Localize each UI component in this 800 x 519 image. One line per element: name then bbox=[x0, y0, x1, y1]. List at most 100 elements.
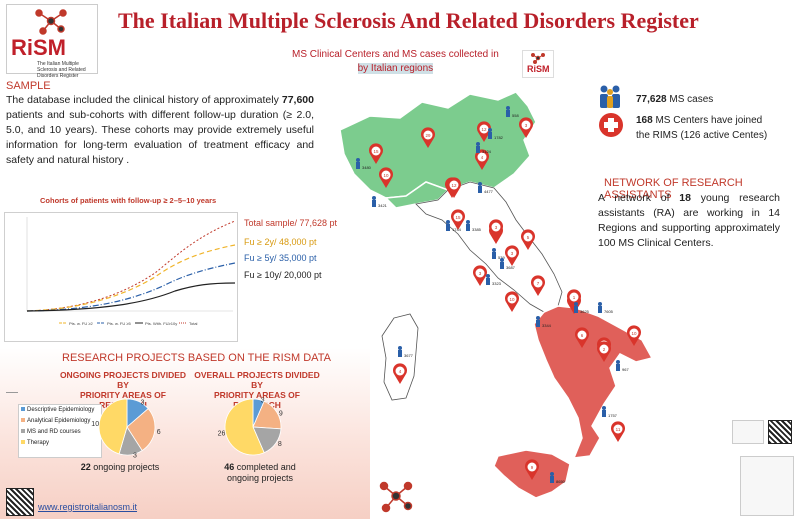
map-logo: RiSM bbox=[522, 50, 554, 78]
person-body bbox=[478, 186, 482, 193]
map-logo-word: RiSM bbox=[527, 64, 550, 74]
case-count-label: 7605 bbox=[604, 309, 614, 314]
website-link[interactable]: www.registroitalianosm.it bbox=[38, 502, 138, 512]
map-pin: 6 bbox=[575, 327, 589, 348]
pin-center bbox=[395, 366, 405, 376]
case-marker: 3323 bbox=[486, 274, 502, 286]
label-total: Total sample/ 77,628 pt bbox=[244, 218, 338, 228]
pie-slice bbox=[224, 398, 265, 456]
pin-center bbox=[453, 212, 463, 222]
case-count-label: 558 bbox=[512, 113, 519, 118]
pin-label: 1 bbox=[573, 295, 576, 300]
case-marker: 3421 bbox=[372, 196, 388, 208]
cases-stat: 77,628 MS cases bbox=[636, 94, 713, 105]
pin-label: 7 bbox=[537, 281, 540, 286]
person-icon bbox=[372, 196, 376, 200]
legend-label-3: MS and RD courses bbox=[27, 429, 81, 435]
case-count-label: 3323 bbox=[492, 281, 502, 286]
map-title-line2: by Italian regions bbox=[357, 63, 434, 74]
pin-center bbox=[381, 170, 391, 180]
case-count-label: 3677 bbox=[404, 353, 414, 358]
person-body bbox=[372, 200, 376, 207]
pin-group: 15291234510121595371012121062119343 bbox=[369, 117, 641, 480]
case-marker: 1757 bbox=[602, 406, 618, 418]
person-icon bbox=[616, 360, 620, 364]
pin-center bbox=[577, 330, 587, 340]
person-body bbox=[356, 162, 360, 169]
pin-center bbox=[629, 328, 639, 338]
map-pin: 12 bbox=[447, 177, 461, 198]
pin-center bbox=[449, 180, 459, 190]
person-body bbox=[466, 224, 470, 231]
pin-center bbox=[477, 152, 487, 162]
university-logo bbox=[732, 420, 764, 444]
pie-chart-overall: 3 9 8 26 bbox=[218, 398, 283, 456]
legend-item: MS and RD courses bbox=[19, 427, 101, 438]
person-icon bbox=[602, 406, 606, 410]
person-icon bbox=[486, 274, 490, 278]
region-south bbox=[533, 305, 654, 459]
legend-label-2: Analytical Epidemiology bbox=[27, 418, 91, 424]
case-count-label: 3124 bbox=[482, 149, 492, 154]
legend-item: Analytical Epidemiology bbox=[19, 416, 101, 427]
centers-label-1: MS Centers have joined bbox=[652, 115, 763, 126]
legend-dot bbox=[21, 407, 25, 411]
case-count-label: 539 bbox=[498, 255, 505, 260]
sample-text: The database included the clinical histo… bbox=[6, 93, 314, 168]
pie-slice bbox=[126, 408, 156, 452]
pie1-caption-text: ongoing projects bbox=[90, 462, 160, 472]
case-count-label: 3385 bbox=[472, 227, 482, 232]
person-body bbox=[550, 476, 554, 483]
case-marker: 3480 bbox=[356, 158, 372, 170]
case-marker: 3677 bbox=[398, 346, 414, 358]
person-body bbox=[486, 278, 490, 285]
pin-label: 9 bbox=[531, 465, 534, 470]
pin-center bbox=[569, 292, 579, 302]
map-pin: 3 bbox=[489, 219, 503, 240]
case-count-label: 3421 bbox=[378, 203, 388, 208]
case-count-label: 4477 bbox=[484, 189, 494, 194]
network-text-1: A network of bbox=[598, 192, 680, 204]
person-icon bbox=[500, 258, 504, 262]
person-body bbox=[602, 410, 606, 417]
qr-code[interactable] bbox=[6, 488, 34, 516]
map-title-line1: MS Clinical Centers and MS cases collect… bbox=[292, 49, 499, 60]
pin-label: 15 bbox=[455, 215, 461, 220]
legend-fu2: Pts. w. FU ≥2 bbox=[69, 321, 94, 326]
pin-center bbox=[613, 424, 623, 434]
series-fu2 bbox=[26, 244, 236, 312]
legend-row: Pts. w. FU ≥2 Pts. w. FU ≥5 Pts. With. F… bbox=[59, 321, 198, 326]
people-icon bbox=[600, 85, 620, 108]
sample-heading: SAMPLE bbox=[6, 80, 51, 92]
case-count-label: 3625 bbox=[580, 309, 590, 314]
pie-slice-label: 3 bbox=[261, 398, 265, 405]
pin-center bbox=[479, 124, 489, 134]
pie2-title-1: OVERALL PROJECTS DIVIDED BY bbox=[194, 370, 320, 390]
person-icon bbox=[356, 158, 360, 162]
pin-label: 10 bbox=[509, 297, 515, 302]
person-body bbox=[616, 364, 620, 371]
case-marker: 1782 bbox=[488, 128, 504, 140]
person-body bbox=[574, 306, 578, 313]
pie-chart-ongoing: 3 6 3 10 bbox=[91, 398, 161, 460]
person-icon bbox=[398, 346, 402, 350]
page-title: The Italian Multiple Sclerosis And Relat… bbox=[118, 8, 699, 33]
person-body bbox=[488, 132, 492, 139]
person-body bbox=[536, 320, 540, 327]
pin-center bbox=[423, 130, 433, 140]
pin-label: 2 bbox=[603, 347, 606, 352]
series-fu5 bbox=[26, 262, 236, 312]
pin-label: 3 bbox=[511, 251, 514, 256]
centers-value: 168 bbox=[636, 115, 653, 126]
pin-label: 3 bbox=[525, 123, 528, 128]
qr-code-2[interactable] bbox=[768, 420, 792, 444]
case-count-label: 1744 bbox=[452, 227, 462, 232]
map-pin: 7 bbox=[531, 275, 545, 296]
map-title: MS Clinical Centers and MS cases collect… bbox=[292, 48, 499, 76]
pin-center bbox=[507, 248, 517, 258]
case-count-label: 8650 bbox=[556, 479, 566, 484]
pin-label: 12 bbox=[481, 127, 487, 132]
case-marker: 3385 bbox=[466, 220, 482, 232]
map-pin: 3 bbox=[519, 117, 533, 138]
case-marker: 3687 bbox=[500, 258, 516, 270]
